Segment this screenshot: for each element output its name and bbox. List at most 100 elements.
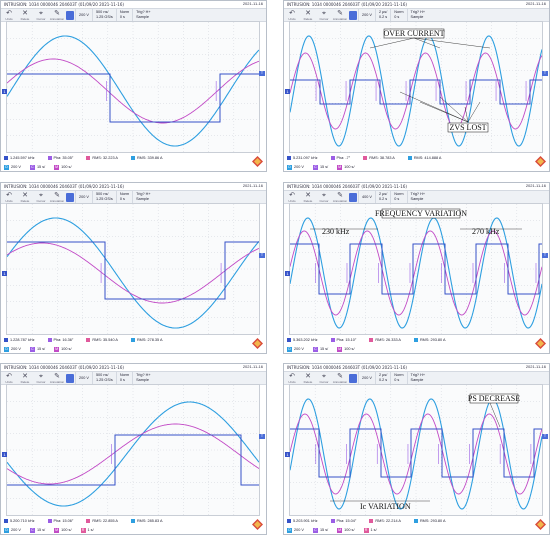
- channel-selector[interactable]: [65, 191, 75, 203]
- toolbar-delete-button[interactable]: ✕ Delete: [17, 191, 33, 203]
- measurement-item[interactable]: RMS: 285.83 A: [128, 519, 162, 523]
- scope-param-1[interactable]: 2 µs/0.2 s: [374, 9, 390, 21]
- ch1-ground-marker[interactable]: 1: [285, 452, 290, 457]
- channel-item[interactable]: C 15 s/: [27, 527, 45, 533]
- ch1-ground-marker[interactable]: 1: [2, 89, 7, 94]
- scope-param-3[interactable]: Trig? H+ Sample: [406, 191, 429, 203]
- toolbar-cursor-button[interactable]: ⌖ Cursor: [316, 9, 332, 21]
- measurement-item[interactable]: Pha: -7°: [328, 156, 350, 160]
- measurement-item[interactable]: 1.228.787 kHz: [1, 338, 35, 342]
- ch1-ground-marker[interactable]: 1: [285, 89, 290, 94]
- scope-param-3[interactable]: Trig? H+ Sample: [406, 9, 429, 21]
- channel-item[interactable]: D 200 V: [284, 346, 304, 352]
- measurement-item[interactable]: Pha: 15.04°: [328, 519, 356, 523]
- toolbar-annotation-button[interactable]: ✎ Annotation: [332, 191, 348, 203]
- toolbar-cursor-button[interactable]: ⌖ Cursor: [33, 191, 49, 203]
- trigger-level-marker[interactable]: T: [542, 253, 548, 258]
- scope-param-0[interactable]: 200 V: [75, 9, 92, 21]
- channel-item[interactable]: M 100 s/: [334, 346, 355, 352]
- measurement-item[interactable]: RMS: 414.888 A: [405, 156, 441, 160]
- channel-item[interactable]: D 200 V: [1, 527, 21, 533]
- scope-param-1[interactable]: 2 µs/0.2 s: [374, 191, 390, 203]
- scope-param-3[interactable]: Trig? H+ Sample: [132, 191, 154, 203]
- channel-item[interactable]: C 15 s/: [310, 346, 328, 352]
- trigger-level-marker[interactable]: T: [259, 434, 265, 439]
- measurement-item[interactable]: RMS: 32.223 A: [83, 156, 118, 160]
- measurement-item[interactable]: RMS: 278.35 A: [128, 338, 162, 342]
- channel-item[interactable]: M 100 s/: [334, 527, 355, 533]
- scope-param-0[interactable]: 200 V: [358, 372, 375, 384]
- measurement-item[interactable]: Pha: 35.05°: [45, 156, 73, 160]
- channel-selector[interactable]: [348, 9, 358, 21]
- scope-param-0[interactable]: 200 V: [358, 9, 375, 21]
- channel-item[interactable]: M 100 s/: [51, 527, 72, 533]
- channel-item[interactable]: C 15 s/: [310, 164, 328, 170]
- channel-item[interactable]: D 200 V: [1, 346, 21, 352]
- measurement-item[interactable]: RMS: 22.855 A: [83, 519, 118, 523]
- toolbar-delete-button[interactable]: ✕ Delete: [300, 372, 316, 384]
- ch1-ground-marker[interactable]: 1: [285, 271, 290, 276]
- trigger-level-marker[interactable]: T: [259, 253, 265, 258]
- toolbar-annotation-button[interactable]: ✎ Annotation: [49, 191, 65, 203]
- waveform-display[interactable]: OVER CURRENT ZVS LOST 1 T: [285, 21, 548, 153]
- toolbar-undo-button[interactable]: ↶ Undo: [1, 191, 17, 203]
- measurement-item[interactable]: RMS: 22.214 A: [366, 519, 401, 523]
- measurement-item[interactable]: 5.203.901 kHz: [284, 519, 318, 523]
- trigger-level-marker[interactable]: T: [259, 71, 265, 76]
- waveform-display[interactable]: PS DECREASE Ic VARIATION 1 T: [285, 384, 548, 516]
- scope-param-1[interactable]: 500 ns/1.25 GS/s: [91, 372, 116, 384]
- trigger-level-marker[interactable]: T: [542, 434, 548, 439]
- channel-selector[interactable]: [348, 372, 358, 384]
- scope-param-0[interactable]: 200 V: [75, 372, 92, 384]
- measurement-item[interactable]: 5.200.710 kHz: [1, 519, 35, 523]
- channel-item[interactable]: C 15 s/: [27, 164, 45, 170]
- scope-param-0[interactable]: 400 V: [358, 191, 375, 203]
- trigger-level-marker[interactable]: T: [542, 71, 548, 76]
- toolbar-delete-button[interactable]: ✕ Delete: [300, 191, 316, 203]
- toolbar-delete-button[interactable]: ✕ Delete: [17, 372, 33, 384]
- toolbar-undo-button[interactable]: ↶ Undo: [1, 372, 17, 384]
- channel-item[interactable]: D 200 V: [284, 164, 304, 170]
- waveform-display[interactable]: FREQUENCY VARIATION 230 kHz 270 kHz 1 T: [285, 203, 548, 335]
- toolbar-delete-button[interactable]: ✕ Delete: [300, 9, 316, 21]
- measurement-item[interactable]: 5.363.202 kHz: [284, 338, 318, 342]
- measurement-item[interactable]: RMS: 35.540 A: [83, 338, 118, 342]
- channel-item[interactable]: D 200 V: [1, 164, 21, 170]
- toolbar-delete-button[interactable]: ✕ Delete: [17, 9, 33, 21]
- scope-param-2[interactable]: Norm 0 s: [115, 9, 132, 21]
- channel-selector[interactable]: [65, 372, 75, 384]
- channel-item[interactable]: M 100 s/: [51, 164, 72, 170]
- ch1-ground-marker[interactable]: 1: [2, 452, 7, 457]
- channel-item[interactable]: D 200 V: [284, 527, 304, 533]
- toolbar-annotation-button[interactable]: ✎ Annotation: [49, 372, 65, 384]
- channel-item[interactable]: C 15 s/: [310, 527, 328, 533]
- scope-param-2[interactable]: Norm 0 s: [115, 191, 132, 203]
- measurement-item[interactable]: RMS: 293.80 A: [411, 338, 445, 342]
- toolbar-cursor-button[interactable]: ⌖ Cursor: [316, 191, 332, 203]
- scope-param-2[interactable]: Norm 0 s: [390, 191, 406, 203]
- measurement-item[interactable]: RMS: 38.783 A: [360, 156, 395, 160]
- toolbar-undo-button[interactable]: ↶ Undo: [284, 9, 300, 21]
- toolbar-cursor-button[interactable]: ⌖ Cursor: [33, 9, 49, 21]
- toolbar-cursor-button[interactable]: ⌖ Cursor: [316, 372, 332, 384]
- scope-param-3[interactable]: Trig? H+ Sample: [406, 372, 429, 384]
- scope-param-2[interactable]: Norm 0 s: [115, 372, 132, 384]
- measurement-item[interactable]: Pha: 16.36°: [45, 338, 73, 342]
- toolbar-undo-button[interactable]: ↶ Undo: [284, 191, 300, 203]
- scope-param-2[interactable]: Norm 0 s: [390, 372, 406, 384]
- ch1-ground-marker[interactable]: 1: [2, 271, 7, 276]
- measurement-item[interactable]: 1.245.597 kHz: [1, 156, 35, 160]
- toolbar-undo-button[interactable]: ↶ Undo: [1, 9, 17, 21]
- measurement-item[interactable]: RMS: 26.333 A: [366, 338, 401, 342]
- toolbar-undo-button[interactable]: ↶ Undo: [284, 372, 300, 384]
- measurement-item[interactable]: 5.231.097 kHz: [284, 156, 318, 160]
- channel-item[interactable]: M 100 s/: [51, 346, 72, 352]
- toolbar-cursor-button[interactable]: ⌖ Cursor: [33, 372, 49, 384]
- scope-param-3[interactable]: Trig? H+ Sample: [132, 9, 154, 21]
- channel-selector[interactable]: [348, 191, 358, 203]
- toolbar-annotation-button[interactable]: ✎ Annotation: [49, 9, 65, 21]
- scope-param-1[interactable]: 500 ns/1.25 GS/s: [91, 9, 116, 21]
